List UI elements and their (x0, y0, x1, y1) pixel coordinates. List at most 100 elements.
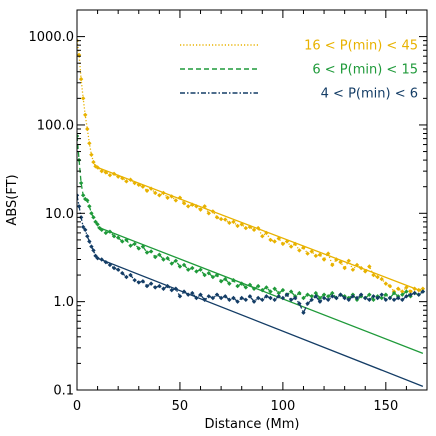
data-point (383, 297, 389, 302)
data-point (115, 235, 121, 240)
legend-item-16-p-min-45: 16 < P(min) < 45 (180, 39, 418, 54)
data-point (165, 283, 170, 289)
data-point (80, 96, 86, 101)
data-point (77, 193, 80, 198)
data-point (153, 190, 158, 196)
data-point (132, 277, 137, 283)
data-point (280, 241, 286, 247)
data-point (383, 292, 389, 297)
data-point (185, 292, 191, 297)
data-point (235, 223, 240, 229)
data-point (214, 292, 220, 297)
data-point (342, 265, 347, 271)
data-point (115, 267, 121, 272)
data-point (325, 251, 331, 256)
data-point (128, 177, 133, 182)
plot-frame (76, 9, 428, 391)
data-point (87, 141, 92, 146)
data-point (305, 251, 310, 256)
data-point (255, 283, 261, 289)
data-point (346, 297, 351, 302)
data-point (247, 224, 253, 230)
data-point (120, 239, 125, 244)
data-point (268, 295, 273, 301)
data-point (227, 220, 232, 226)
data-point (91, 159, 96, 165)
data-point (111, 171, 117, 176)
data-point (210, 274, 216, 280)
data-point (243, 297, 249, 302)
data-point (223, 276, 228, 282)
data-point (206, 294, 211, 299)
data-point (181, 201, 187, 206)
data-point (309, 294, 314, 299)
data-point (136, 246, 141, 251)
data-point (288, 297, 294, 302)
data-point (161, 257, 166, 262)
data-point (148, 281, 154, 286)
data-point (297, 290, 302, 296)
data-point (87, 204, 92, 209)
data-point (198, 207, 203, 212)
data-point (412, 286, 417, 291)
data-point (173, 258, 179, 263)
x-axis-label: Distance (Mm) (205, 417, 300, 432)
data-point (317, 295, 323, 301)
data-point (301, 245, 306, 250)
data-point (260, 297, 265, 302)
data-point (391, 297, 397, 302)
data-point (400, 297, 405, 302)
data-point (202, 272, 207, 278)
data-point (255, 225, 261, 231)
x-tick-label: 100 (270, 399, 295, 414)
data-point (400, 289, 405, 294)
x-tick-label: 0 (73, 399, 81, 414)
data-point (404, 294, 409, 299)
data-point (420, 286, 426, 291)
data-point (198, 267, 203, 272)
data-point (264, 294, 269, 299)
y-tick-label: 1000.0 (29, 30, 75, 45)
data-point (214, 215, 220, 220)
y-tick-label: 10.0 (45, 207, 74, 222)
data-point (387, 295, 393, 301)
data-point (103, 230, 109, 236)
data-point (276, 294, 281, 299)
data-point (136, 182, 141, 188)
data-point (313, 294, 319, 299)
data-point (379, 276, 384, 282)
data-point (218, 295, 224, 301)
data-point (321, 292, 327, 297)
data-point (251, 227, 257, 233)
data-point (202, 297, 207, 302)
data-point (124, 237, 129, 243)
data-point (284, 239, 290, 244)
data-point (194, 204, 199, 209)
data-point (77, 133, 80, 139)
legend: 16 < P(min) < 45 6 < P(min) < 15 4 < P(min… (180, 39, 418, 102)
data-point (350, 267, 356, 272)
data-point (416, 287, 421, 293)
data-point (416, 292, 421, 297)
data-point (202, 204, 207, 209)
data-point (78, 180, 84, 186)
data-point (412, 290, 417, 296)
data-point (379, 295, 384, 301)
data-point (243, 285, 249, 290)
data-point (85, 126, 90, 132)
data-point (371, 272, 376, 278)
data-point (358, 265, 364, 271)
data-point (346, 258, 351, 263)
data-point (391, 290, 397, 296)
data-point (80, 224, 86, 230)
data-point (181, 289, 187, 294)
data-point (313, 253, 319, 259)
data-point (297, 248, 302, 253)
data-point (350, 294, 356, 299)
data-point (99, 257, 104, 262)
data-point (161, 190, 166, 196)
data-point (371, 297, 376, 302)
data-point (251, 299, 257, 304)
data-point (272, 286, 277, 291)
